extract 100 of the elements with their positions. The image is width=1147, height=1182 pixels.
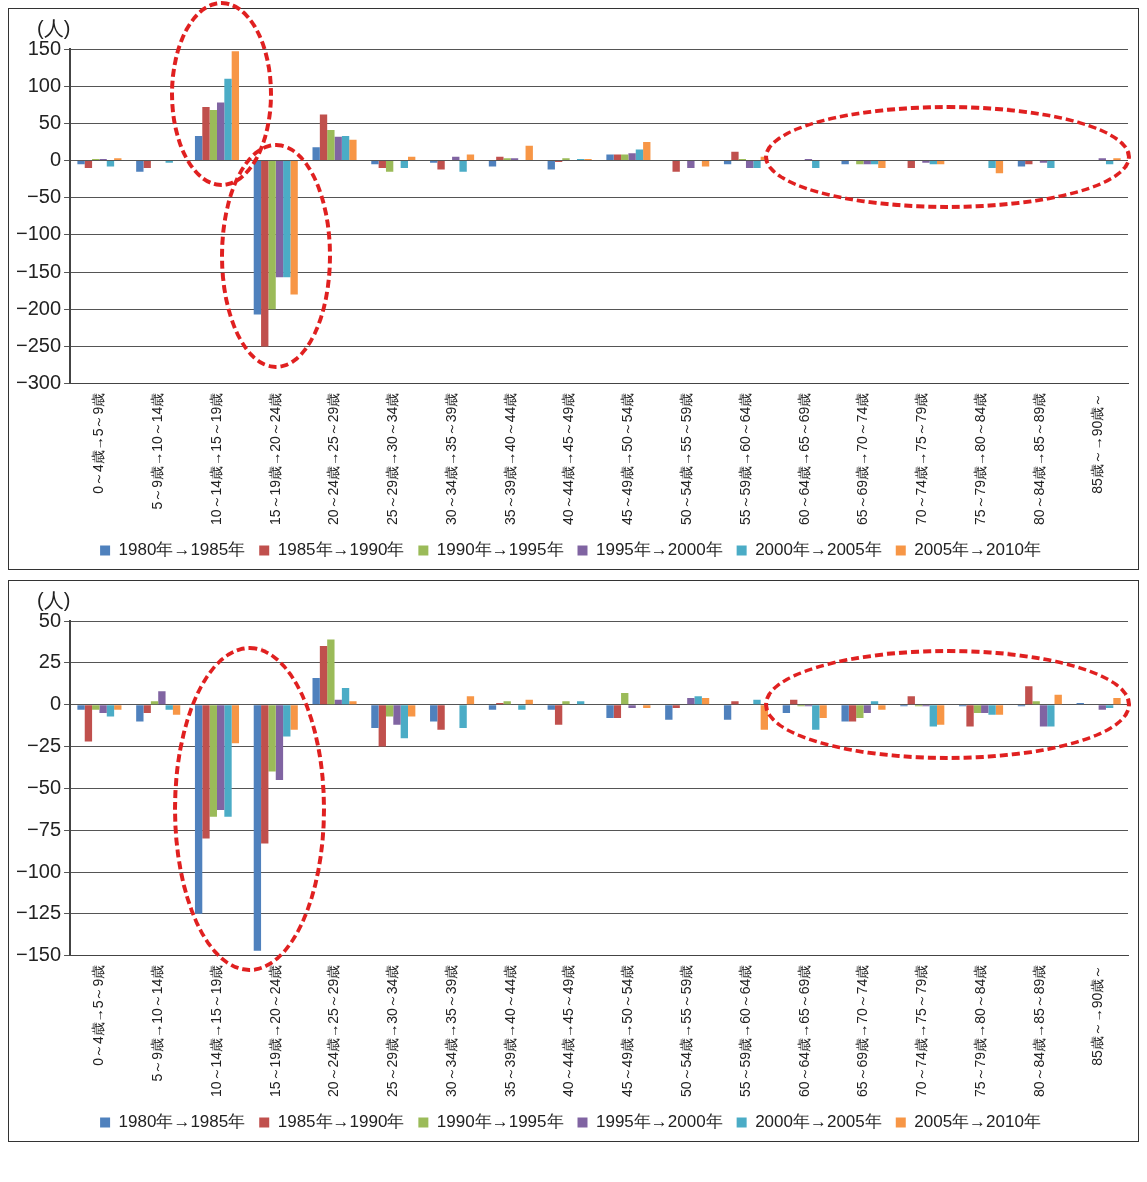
- y-tick-label: 25: [38, 650, 62, 673]
- bar: [1113, 697, 1121, 705]
- bar: [319, 114, 328, 161]
- bar: [106, 705, 115, 717]
- x-tick-label: 25～29歳→30～34歳: [384, 964, 401, 1098]
- bar: [848, 705, 857, 722]
- x-tick-label: 35～39歳→40～44歳: [501, 392, 518, 526]
- x-tick-label: 70～74歳→75～79歳: [913, 392, 930, 526]
- bar: [334, 136, 342, 161]
- bar: [936, 705, 945, 725]
- bar: [261, 705, 269, 844]
- bar: [84, 705, 93, 742]
- bar: [672, 705, 680, 709]
- bar: [319, 646, 328, 705]
- bar: [701, 697, 710, 705]
- bar: [628, 153, 636, 161]
- bar: [488, 161, 497, 167]
- bar: [503, 701, 511, 705]
- y-tick-label: −50: [27, 185, 62, 208]
- bar: [878, 161, 886, 169]
- bar: [966, 705, 974, 727]
- y-tick-label: −50: [27, 775, 62, 798]
- bar: [643, 141, 651, 161]
- bar: [562, 701, 570, 705]
- x-tick-label: 85歳～→90歳～: [1089, 392, 1106, 494]
- legend-label: 1980年→1985年: [118, 1112, 246, 1132]
- bar: [687, 697, 695, 705]
- x-tick-label: 75～79歳→80～84歳: [971, 964, 988, 1098]
- bar: [261, 161, 269, 347]
- x-tick-label: 30～34歳→35～39歳: [442, 964, 459, 1098]
- bar: [393, 705, 401, 725]
- y-tick-label: −200: [15, 296, 62, 319]
- bar: [613, 705, 622, 719]
- bar: [694, 696, 702, 705]
- bar: [231, 705, 240, 744]
- bar: [437, 161, 445, 170]
- bar: [150, 701, 159, 705]
- legend-label: 1990年→1995年: [436, 1112, 564, 1132]
- bar: [290, 161, 298, 295]
- bar: [988, 705, 996, 715]
- bar: [349, 701, 357, 705]
- bar: [1047, 161, 1055, 169]
- bar: [621, 692, 629, 705]
- bar: [349, 139, 357, 161]
- bar: [77, 705, 85, 710]
- x-tick-label: 25～29歳→30～34歳: [384, 392, 401, 526]
- bar: [672, 161, 680, 172]
- bar: [378, 161, 386, 169]
- bar: [687, 161, 695, 169]
- bar: [312, 147, 320, 161]
- x-tick-label: 55～59歳→60～64歳: [736, 964, 753, 1098]
- bar: [753, 699, 761, 705]
- x-tick-label: 5～9歳→10～14歳: [149, 964, 166, 1082]
- y-tick-label: −300: [15, 371, 62, 394]
- y-tick-label: −150: [15, 259, 62, 282]
- y-tick-label: 0: [49, 692, 62, 715]
- x-tick-label: 0～4歳→5～9歳: [90, 392, 107, 494]
- legend-label: 1985年→1990年: [277, 540, 405, 560]
- y-tick-label: 0: [49, 148, 62, 171]
- x-tick-label: 80～84歳→85～89歳: [1030, 392, 1047, 526]
- bar: [275, 161, 284, 278]
- x-tick-label: 60～64歳→65～69歳: [795, 392, 812, 526]
- bar: [665, 705, 673, 720]
- bar: [268, 161, 276, 310]
- bar: [1032, 701, 1040, 705]
- x-tick-label: 50～54歳→55～59歳: [678, 392, 695, 526]
- bar: [430, 705, 438, 722]
- bar: [224, 78, 232, 161]
- bar: [275, 705, 284, 780]
- legend-label: 1980年→1985年: [118, 540, 246, 560]
- y-tick-label: −100: [15, 222, 62, 245]
- legend-label: 1985年→1990年: [277, 1112, 405, 1132]
- bar: [995, 705, 1004, 715]
- x-tick-label: 10～14歳→15～19歳: [207, 392, 224, 526]
- x-tick-label: 85歳～→90歳～: [1089, 964, 1106, 1066]
- x-tick-label: 35～39歳→40～44歳: [501, 964, 518, 1098]
- bar: [856, 705, 864, 719]
- bar: [312, 677, 320, 705]
- bar: [136, 161, 144, 172]
- bar: [136, 705, 144, 722]
- bar: [143, 161, 151, 169]
- bar: [165, 705, 173, 710]
- bar: [841, 705, 849, 722]
- bar: [143, 705, 151, 714]
- bar: [643, 705, 651, 709]
- x-tick-label: 5～9歳→10～14歳: [149, 392, 166, 510]
- bar: [812, 161, 820, 169]
- bar: [202, 705, 210, 839]
- bar: [1025, 686, 1033, 705]
- bar: [547, 705, 555, 710]
- bar: [106, 161, 115, 167]
- bar: [878, 705, 886, 710]
- bar: [114, 705, 122, 710]
- bar: [1098, 705, 1106, 710]
- bar: [753, 161, 761, 169]
- bar: [819, 705, 827, 719]
- legend-label: 2005年→2010年: [914, 1112, 1041, 1132]
- bar: [378, 705, 386, 747]
- bar: [283, 161, 291, 278]
- bar: [459, 705, 467, 729]
